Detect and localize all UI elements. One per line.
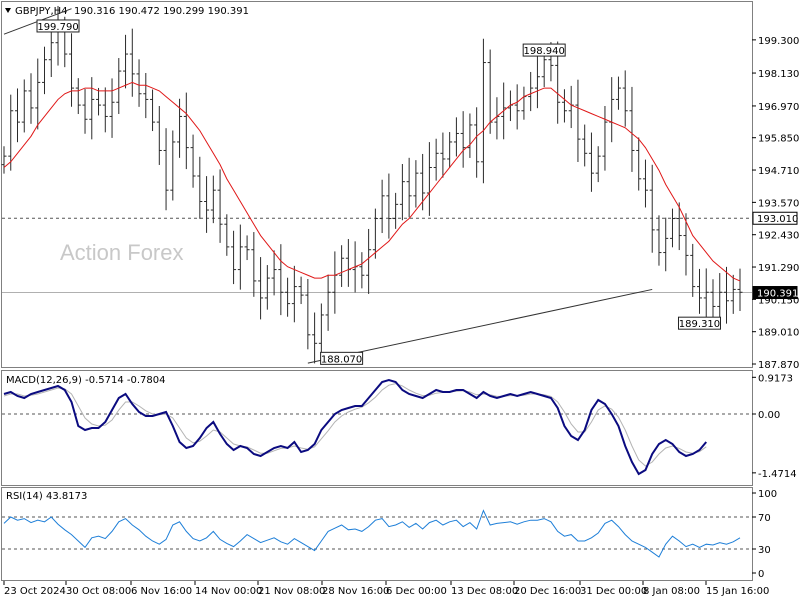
menu-triangle-icon[interactable] bbox=[5, 8, 11, 13]
price-annotation-label: 188.070 bbox=[321, 354, 362, 365]
price-annotation-label: 189.310 bbox=[679, 319, 720, 330]
price-axis-label: 194.710 bbox=[758, 166, 799, 177]
rsi-axis-label: 30 bbox=[758, 545, 771, 556]
trendline bbox=[307, 288, 653, 364]
macd-axis-label: -1.4714 bbox=[758, 469, 797, 480]
time-axis-label: 14 Nov 00:00 bbox=[195, 586, 262, 597]
symbol-timeframe: GBPJPY,H4 bbox=[15, 6, 68, 17]
macd-pane bbox=[1, 370, 753, 486]
price-axis-label: 192.430 bbox=[758, 231, 799, 242]
rsi-axis-label: 0 bbox=[758, 569, 764, 580]
price-axis-label: 191.290 bbox=[758, 263, 799, 274]
time-axis-label: 31 Dec 00:00 bbox=[580, 586, 647, 597]
time-axis-label: 20 Dec 16:00 bbox=[514, 586, 581, 597]
price-axis-label: 196.970 bbox=[758, 102, 799, 113]
macd-axis-label: 0.9173 bbox=[758, 373, 793, 384]
price-axis-label: 189.010 bbox=[758, 328, 799, 339]
price-annotation-box bbox=[522, 43, 566, 57]
moving-average-line bbox=[3, 81, 741, 282]
rsi-pane bbox=[1, 487, 753, 581]
price-annotation-box bbox=[320, 351, 364, 365]
price-annotation-box bbox=[677, 316, 721, 330]
time-axis-label: 21 Nov 08:00 bbox=[258, 586, 325, 597]
level-price-tag-box bbox=[752, 211, 798, 225]
time-axis-label: 28 Nov 16:00 bbox=[322, 586, 389, 597]
macd-signal-line bbox=[3, 383, 707, 467]
price-axis-label: 195.850 bbox=[758, 134, 799, 145]
price-axis-label: 199.300 bbox=[758, 36, 799, 47]
price-annotation-box bbox=[36, 19, 80, 33]
macd-label: MACD(12,26,9) -0.5714 -0.7804 bbox=[6, 375, 166, 386]
time-axis-label: 30 Oct 08:00 bbox=[66, 586, 131, 597]
time-axis-label: 6 Nov 16:00 bbox=[131, 586, 192, 597]
price-annotation-label: 198.940 bbox=[524, 46, 565, 57]
macd-axis-label: 0.00 bbox=[758, 410, 780, 421]
price-pane bbox=[1, 1, 753, 368]
rsi-axis-label: 100 bbox=[758, 489, 777, 500]
price-axis-label: 198.130 bbox=[758, 69, 799, 80]
current-price-tag-box bbox=[752, 286, 798, 300]
watermark: Action Forex bbox=[60, 240, 184, 265]
time-axis-label: 6 Dec 00:00 bbox=[386, 586, 447, 597]
rsi-line bbox=[3, 509, 741, 558]
price-axis-label: 187.870 bbox=[758, 360, 799, 371]
level-price-tag: 193.010 bbox=[757, 214, 798, 225]
time-axis-label: 15 Jan 16:00 bbox=[706, 586, 769, 597]
macd-line bbox=[3, 378, 708, 476]
price-axis-label: 193.570 bbox=[758, 198, 799, 209]
ohlc-values: 190.316 190.472 190.299 190.391 bbox=[74, 6, 249, 17]
price-annotation-label: 199.790 bbox=[37, 22, 78, 33]
time-axis-label: 23 Oct 2024 bbox=[4, 586, 66, 597]
current-price-tag: 190.391 bbox=[757, 289, 798, 300]
rsi-axis-label: 70 bbox=[758, 513, 771, 524]
price-axis-label: 190.150 bbox=[758, 295, 799, 306]
time-axis-label: 13 Dec 08:00 bbox=[451, 586, 518, 597]
rsi-label: RSI(14) 43.8173 bbox=[6, 491, 87, 502]
time-axis-label: 8 Jan 08:00 bbox=[643, 586, 700, 597]
